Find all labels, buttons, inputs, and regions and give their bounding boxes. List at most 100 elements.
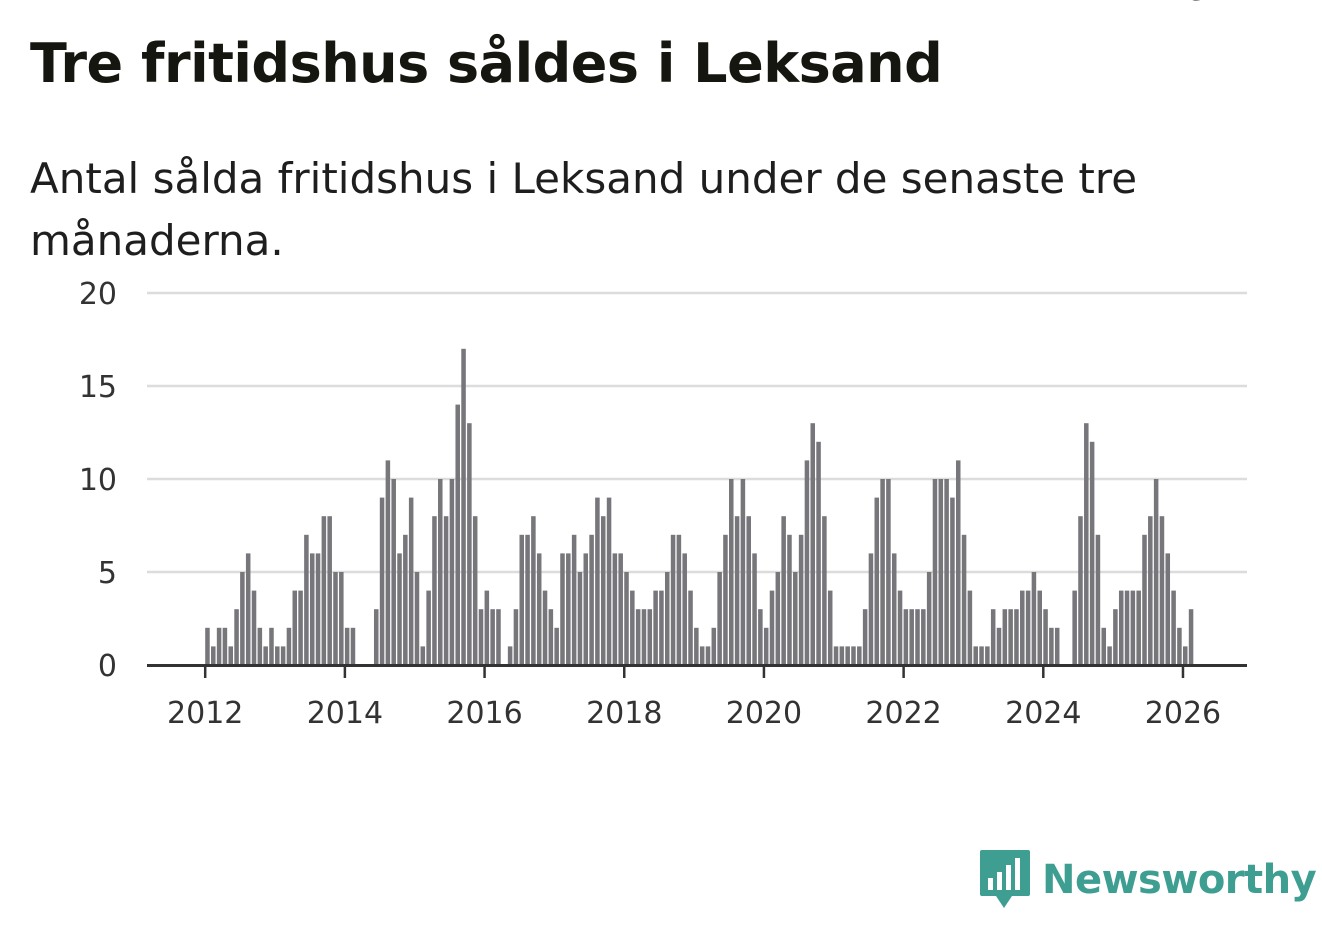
bar (944, 479, 949, 665)
bar (566, 553, 571, 665)
bar (781, 516, 786, 665)
bar (897, 590, 903, 665)
bar (1002, 609, 1008, 665)
bar (717, 572, 722, 665)
bar (798, 534, 804, 665)
brand-name: Newsworthy (1042, 857, 1317, 903)
bar (600, 516, 606, 665)
bar (542, 590, 548, 665)
bar (385, 460, 391, 665)
bar (694, 627, 699, 665)
x-tick-label: 2024 (1005, 696, 1081, 731)
bar (571, 534, 577, 665)
bar (426, 590, 431, 665)
bar (630, 590, 635, 665)
bar (397, 553, 402, 665)
x-tick-label: 2026 (1145, 696, 1221, 731)
bar (275, 646, 280, 665)
bar (647, 609, 653, 665)
bar (443, 516, 449, 665)
bar (519, 534, 525, 665)
bar (269, 627, 274, 665)
bar (205, 627, 210, 665)
bar (670, 534, 676, 665)
bar (286, 627, 292, 665)
bar (769, 590, 775, 665)
bar (1124, 590, 1130, 665)
bar (1095, 534, 1101, 665)
bar (973, 646, 978, 665)
bar (618, 553, 623, 665)
bar (309, 553, 315, 665)
bar (909, 609, 914, 665)
bar (816, 441, 821, 665)
bar (403, 534, 408, 665)
bar (589, 534, 594, 665)
bar (496, 609, 501, 665)
bar (1182, 646, 1188, 665)
bar (263, 646, 268, 665)
bar (996, 627, 1002, 665)
bar (967, 590, 973, 665)
bar (746, 516, 751, 665)
bar (822, 516, 827, 665)
bar (880, 479, 885, 665)
bar (507, 646, 513, 665)
y-axis-ticks: 0 5 10 15 20 (79, 277, 117, 684)
bar (926, 572, 932, 665)
bar (373, 609, 379, 665)
bar (554, 627, 559, 665)
bar (758, 609, 763, 665)
bar (1148, 516, 1153, 665)
y-tick-label: 20 (79, 277, 117, 312)
bar (711, 627, 717, 665)
x-tick-label: 2012 (167, 696, 243, 731)
bar (1043, 609, 1048, 665)
newsworthy-brand: Newsworthy (978, 848, 1317, 912)
y-tick-label: 0 (98, 649, 117, 684)
bar (1020, 590, 1025, 665)
bar (1031, 572, 1037, 665)
bar (391, 479, 396, 665)
bar (1171, 590, 1176, 665)
bar (211, 646, 216, 665)
bar (251, 590, 257, 665)
chart-title: Tre fritidshus såldes i Leksand (30, 32, 943, 95)
bar (1130, 590, 1136, 665)
bar (921, 609, 926, 665)
bar (1049, 627, 1054, 665)
bar (868, 553, 874, 665)
x-tick-label: 2022 (865, 696, 941, 731)
bar (449, 479, 455, 665)
bar (1177, 627, 1182, 665)
bar (478, 609, 484, 665)
data-labels: 3 (1188, 0, 1207, 8)
bar (292, 590, 298, 665)
bar (490, 609, 495, 665)
bar (1188, 609, 1194, 665)
y-tick-label: 10 (79, 463, 117, 498)
bar (915, 609, 920, 665)
bar (222, 627, 228, 665)
bar (420, 646, 426, 665)
bar (955, 460, 961, 665)
x-tick-label: 2014 (307, 696, 383, 731)
bars (205, 348, 1194, 665)
bar (752, 553, 757, 665)
bar (379, 497, 385, 665)
bar (827, 590, 833, 665)
bar (455, 404, 460, 665)
bar (1142, 534, 1147, 665)
bar (414, 572, 420, 665)
bar (327, 516, 332, 665)
bar (810, 423, 816, 665)
bar (577, 572, 583, 665)
bar (1107, 646, 1112, 665)
bar (408, 497, 414, 665)
bar (344, 627, 350, 665)
bar (432, 516, 437, 665)
bar (729, 479, 734, 665)
bar (659, 590, 664, 665)
bar (1072, 590, 1077, 665)
bar (484, 590, 490, 665)
